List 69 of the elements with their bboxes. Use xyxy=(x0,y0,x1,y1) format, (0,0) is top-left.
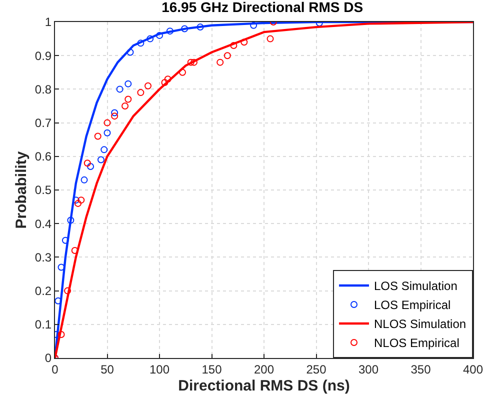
y-tick-label: 1 xyxy=(44,15,52,30)
x-axis-title: Directional RMS DS (ns) xyxy=(178,377,350,394)
point xyxy=(166,28,174,35)
point xyxy=(97,156,104,164)
point xyxy=(178,68,186,76)
chart-title: 16.95 GHz Directional RMS DS xyxy=(162,0,364,15)
point xyxy=(72,196,80,204)
point xyxy=(240,38,248,46)
point xyxy=(78,196,85,204)
point xyxy=(64,287,72,294)
point xyxy=(137,89,144,96)
point xyxy=(62,236,69,244)
point xyxy=(250,22,258,29)
point xyxy=(124,80,132,88)
y-tick-label: 0.2 xyxy=(34,284,52,298)
point xyxy=(100,146,108,154)
point xyxy=(111,112,118,120)
point xyxy=(126,48,134,56)
point xyxy=(122,102,129,110)
point xyxy=(230,42,238,50)
point xyxy=(94,132,102,140)
x-tick-label: 150 xyxy=(202,362,222,376)
y-tick-label: 0.5 xyxy=(34,183,52,198)
point xyxy=(181,25,188,32)
point xyxy=(187,58,194,66)
point xyxy=(156,32,163,39)
point xyxy=(116,86,124,93)
y-tick-label: 0.9 xyxy=(34,48,52,63)
point xyxy=(164,76,172,83)
legend-label: NLOS Empirical xyxy=(374,336,460,350)
point xyxy=(161,78,168,86)
y-axis-title: Probability xyxy=(13,150,30,229)
point xyxy=(104,129,111,136)
point xyxy=(87,162,94,170)
y-tick-label: 0.7 xyxy=(34,116,52,130)
point xyxy=(146,35,154,42)
point xyxy=(58,330,65,338)
x-tick-label: 50 xyxy=(100,362,114,376)
point xyxy=(80,176,88,184)
point xyxy=(58,264,65,271)
point xyxy=(137,40,144,47)
point xyxy=(67,216,74,224)
point xyxy=(266,35,274,42)
y-tick-label: 0.6 xyxy=(34,150,52,164)
x-tick-label: 250 xyxy=(306,362,327,376)
point xyxy=(104,119,111,126)
x-tick-label: 400 xyxy=(462,362,484,376)
legend-label: LOS Empirical xyxy=(374,298,451,312)
point xyxy=(84,160,91,167)
point xyxy=(190,58,198,66)
legend-label: LOS Simulation xyxy=(374,279,458,294)
point xyxy=(124,96,132,103)
x-tick-label: 300 xyxy=(358,362,379,376)
x-tick-label: 350 xyxy=(410,362,432,376)
y-tick-label: 0.1 xyxy=(34,318,52,332)
point xyxy=(71,246,78,254)
x-tick-label: 200 xyxy=(254,362,274,376)
point xyxy=(196,24,204,31)
y-tick-label: 0.3 xyxy=(34,250,52,264)
point xyxy=(144,82,152,90)
point xyxy=(216,58,224,66)
point xyxy=(224,52,231,60)
legend-label: NLOS Simulation xyxy=(374,317,466,332)
point xyxy=(111,109,118,116)
y-tick-label: 0.4 xyxy=(34,216,52,231)
x-tick-label: 100 xyxy=(149,362,170,376)
y-tick-label: 0.8 xyxy=(34,82,52,96)
point xyxy=(74,200,82,207)
y-tick-label: 0 xyxy=(44,351,52,366)
